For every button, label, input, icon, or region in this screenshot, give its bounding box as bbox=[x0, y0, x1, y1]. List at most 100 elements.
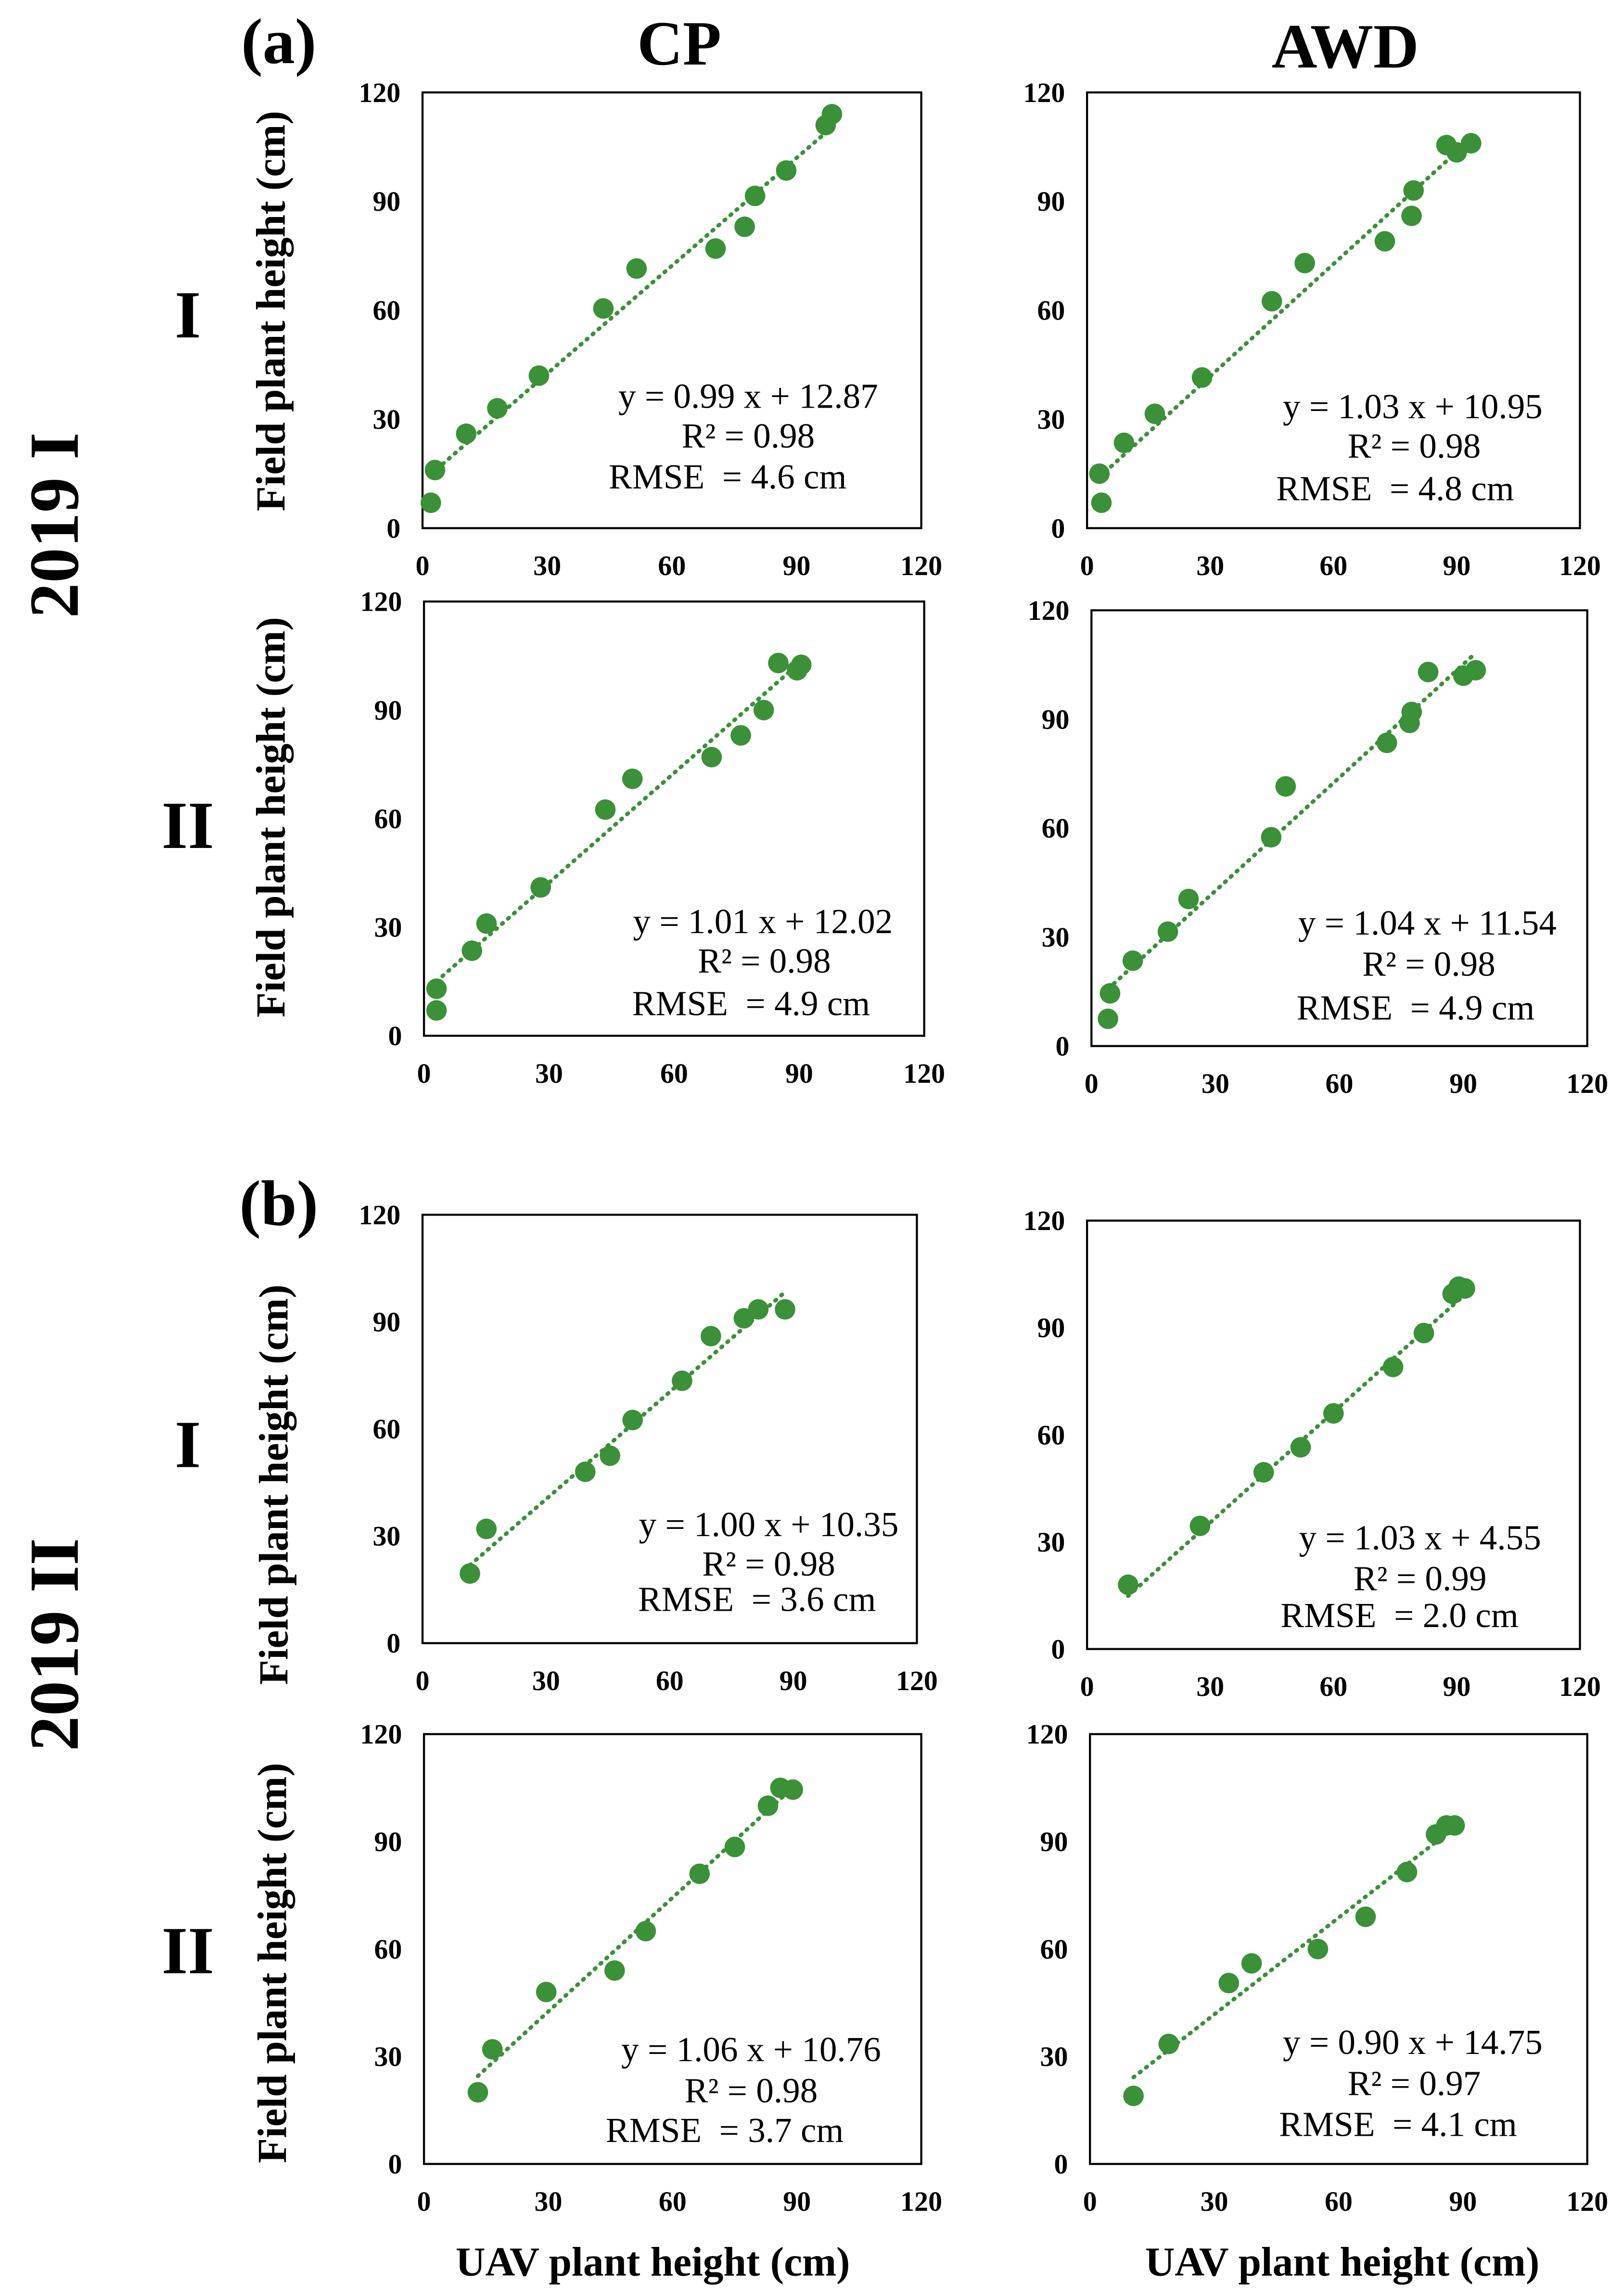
x-tick-label: 60 bbox=[1319, 1671, 1347, 1702]
y-tick-label: 0 bbox=[1056, 1030, 1070, 1062]
data-point bbox=[1189, 1515, 1211, 1536]
y-tick-label: 30 bbox=[1037, 1526, 1065, 1558]
plot-frame bbox=[1086, 91, 1581, 529]
rmse-label: RMSE = 4.9 cm bbox=[632, 984, 870, 1023]
trendline bbox=[468, 1290, 787, 1567]
data-point bbox=[635, 1921, 656, 1942]
r-squared-label: R² = 0.98 bbox=[698, 941, 831, 980]
x-tick-label: 30 bbox=[1196, 1671, 1224, 1702]
y-tick-label: 60 bbox=[372, 1413, 400, 1445]
r-squared-label: R² = 0.98 bbox=[1362, 944, 1496, 983]
r-squared-label: R² = 0.98 bbox=[1348, 426, 1481, 465]
data-point bbox=[1218, 1973, 1240, 1994]
data-point bbox=[460, 1563, 480, 1584]
y-tick-label: 30 bbox=[1040, 2041, 1068, 2072]
r-squared-label: R² = 0.98 bbox=[682, 416, 815, 455]
y-tick-label: 60 bbox=[1037, 295, 1065, 326]
x-tick-label: 90 bbox=[780, 1665, 807, 1696]
y-tick-label: 0 bbox=[388, 2148, 402, 2180]
data-point bbox=[1089, 463, 1110, 484]
y-tick-label: 60 bbox=[372, 295, 400, 326]
y-tick-label: 0 bbox=[388, 1020, 402, 1052]
data-point bbox=[1307, 1938, 1329, 1960]
y-tick-label: 0 bbox=[386, 1628, 400, 1659]
data-point bbox=[1098, 1008, 1118, 1029]
y-tick-label: 120 bbox=[1028, 595, 1070, 626]
scatter-panel: 0 30 60 90 120 0 30 60 90 120 y = 0.99 x + 12.87R²… bbox=[249, 77, 943, 581]
y-tick-label: 120 bbox=[1023, 1205, 1065, 1236]
x-tick-label: 60 bbox=[1326, 1068, 1354, 1099]
r-squared-label: R² = 0.97 bbox=[1348, 2064, 1481, 2103]
trendline bbox=[1097, 136, 1473, 479]
x-tick-label: 30 bbox=[533, 550, 561, 581]
axis-tick-labels: 0 30 60 90 120 0 30 60 90 120 bbox=[1023, 1205, 1601, 1702]
y-tick-label: 60 bbox=[1037, 1419, 1065, 1450]
data-point bbox=[705, 238, 726, 259]
plot-frame bbox=[421, 91, 922, 529]
x-tick-label: 0 bbox=[417, 2186, 431, 2217]
figure-labels: (a) CP AWD (b) 2019 I 2019 II I II I II bbox=[15, 6, 1419, 1988]
row-label: I bbox=[175, 278, 201, 352]
y-tick-label: 0 bbox=[1054, 2148, 1068, 2180]
plot-frame bbox=[1089, 1733, 1588, 2165]
data-point bbox=[701, 746, 722, 768]
rmse-label: RMSE = 3.6 cm bbox=[638, 1579, 876, 1618]
rmse-label: RMSE = 4.8 cm bbox=[1276, 469, 1514, 508]
scatter-panel: 0 30 60 90 120 0 30 60 90 120 y = 1.04 x + 11.54R²… bbox=[1028, 595, 1608, 1099]
y-tick-label: 120 bbox=[1026, 1719, 1068, 1750]
data-point bbox=[595, 799, 616, 820]
y-tick-label: 0 bbox=[386, 513, 400, 544]
group-label-2019-ii: 2019 II bbox=[15, 1538, 93, 1751]
scatter-panel: 0 30 60 90 120 0 30 60 90 120 y = 1.01 x + 12.02R²… bbox=[249, 586, 946, 1089]
plot-frame bbox=[423, 1733, 922, 2165]
column-header-cp: CP bbox=[637, 9, 721, 78]
regression-equation: y = 1.06 x + 10.76 bbox=[621, 2030, 881, 2069]
data-point bbox=[476, 1518, 497, 1539]
data-point bbox=[421, 492, 441, 513]
data-point bbox=[782, 1779, 803, 1800]
y-tick-label: 60 bbox=[1040, 1934, 1068, 1965]
y-tick-label: 90 bbox=[374, 1826, 402, 1858]
rmse-label: RMSE = 3.7 cm bbox=[606, 2111, 844, 2150]
data-point bbox=[530, 877, 551, 898]
scatter-panel: 0 30 60 90 120 0 30 60 90 120 y = 1.00 x + 10.35R²… bbox=[252, 1199, 938, 1696]
data-point bbox=[1144, 403, 1165, 424]
data-point bbox=[776, 160, 797, 181]
data-point bbox=[753, 700, 774, 720]
x-tick-label: 60 bbox=[660, 1058, 688, 1089]
data-point bbox=[791, 654, 812, 675]
x-tick-label: 30 bbox=[535, 2186, 563, 2217]
y-tick-label: 90 bbox=[372, 186, 400, 217]
rmse-label: RMSE = 2.0 cm bbox=[1280, 1596, 1518, 1635]
x-tick-label: 60 bbox=[659, 2186, 687, 2217]
data-point bbox=[600, 1445, 620, 1466]
x-tick-label: 0 bbox=[1080, 550, 1094, 581]
data-point bbox=[1294, 253, 1315, 274]
x-axis-title: UAV plant height (cm) bbox=[456, 2239, 850, 2284]
plot-frame bbox=[421, 1214, 918, 1644]
y-axis-title: Field plant height (cm) bbox=[250, 1763, 295, 2163]
scatter-panel: 0 30 60 90 120 0 30 60 90 120 y = 1.06 x + 10.76R²… bbox=[250, 1719, 942, 2284]
scatter-panel: 0 30 60 90 120 0 30 60 90 120 y = 1.03 x + 10.95R²… bbox=[1023, 77, 1601, 581]
regression-equation: y = 1.03 x + 4.55 bbox=[1299, 1518, 1541, 1557]
data-point bbox=[757, 1795, 779, 1816]
data-point bbox=[622, 1410, 643, 1431]
data-point bbox=[1261, 291, 1282, 312]
y-tick-label: 90 bbox=[372, 1307, 400, 1338]
data-point bbox=[821, 103, 843, 125]
data-point bbox=[1100, 983, 1121, 1004]
x-tick-label: 0 bbox=[1083, 2186, 1097, 2217]
x-tick-label: 90 bbox=[1443, 550, 1471, 581]
regression-equation: y = 0.99 x + 12.87 bbox=[618, 377, 878, 416]
x-tick-label: 60 bbox=[1319, 550, 1347, 581]
group-label-2019-i: 2019 I bbox=[15, 432, 93, 618]
x-tick-label: 0 bbox=[416, 550, 430, 581]
y-tick-label: 30 bbox=[1037, 404, 1065, 435]
trendline bbox=[1131, 1825, 1457, 2079]
x-tick-label: 120 bbox=[1566, 2186, 1608, 2217]
y-tick-label: 120 bbox=[359, 1199, 401, 1231]
data-point bbox=[1123, 2085, 1144, 2106]
data-point bbox=[593, 298, 614, 319]
data-point bbox=[1418, 662, 1439, 682]
